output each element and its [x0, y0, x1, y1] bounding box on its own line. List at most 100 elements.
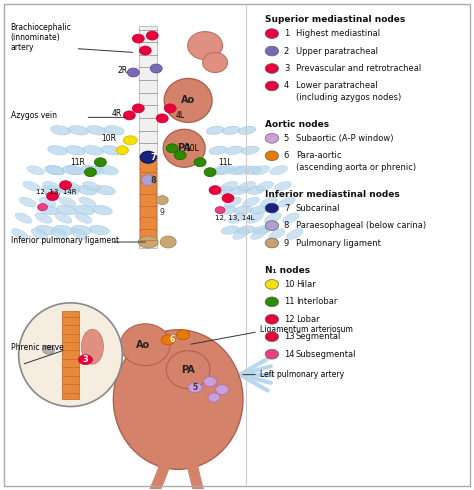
- Ellipse shape: [244, 166, 262, 174]
- Ellipse shape: [270, 166, 288, 175]
- Text: 6: 6: [284, 151, 289, 160]
- Ellipse shape: [265, 238, 279, 248]
- Text: Subaortic (A-P window): Subaortic (A-P window): [296, 134, 393, 143]
- Ellipse shape: [141, 175, 155, 186]
- Ellipse shape: [71, 229, 88, 240]
- Ellipse shape: [15, 213, 32, 223]
- Ellipse shape: [60, 181, 72, 190]
- Text: Phrenic nerve: Phrenic nerve: [11, 343, 64, 352]
- Text: PA: PA: [181, 365, 195, 375]
- Ellipse shape: [79, 355, 92, 365]
- Ellipse shape: [84, 168, 96, 177]
- Text: Prevascular and retrotracheal: Prevascular and retrotracheal: [296, 64, 421, 73]
- Ellipse shape: [46, 192, 58, 200]
- Ellipse shape: [96, 185, 115, 195]
- Ellipse shape: [264, 213, 281, 223]
- Bar: [139, 25, 157, 248]
- Ellipse shape: [208, 393, 220, 402]
- Ellipse shape: [209, 146, 227, 154]
- Text: 4R: 4R: [112, 109, 122, 118]
- Ellipse shape: [220, 181, 237, 191]
- Ellipse shape: [166, 144, 178, 153]
- Ellipse shape: [252, 166, 270, 175]
- Ellipse shape: [251, 229, 267, 240]
- Ellipse shape: [233, 229, 249, 240]
- Text: Aortic nodes: Aortic nodes: [265, 120, 329, 129]
- Text: 10R: 10R: [101, 134, 116, 143]
- Ellipse shape: [132, 34, 144, 43]
- Ellipse shape: [222, 126, 240, 135]
- Ellipse shape: [120, 324, 170, 366]
- Ellipse shape: [212, 166, 230, 174]
- Ellipse shape: [204, 377, 217, 387]
- Ellipse shape: [241, 146, 259, 154]
- Ellipse shape: [72, 225, 91, 235]
- Ellipse shape: [51, 125, 70, 135]
- Ellipse shape: [92, 205, 112, 215]
- Text: Azygos vein: Azygos vein: [11, 111, 57, 120]
- Text: Highest mediastinal: Highest mediastinal: [296, 29, 380, 38]
- Ellipse shape: [265, 279, 279, 289]
- Ellipse shape: [238, 126, 256, 135]
- Ellipse shape: [177, 330, 190, 340]
- Ellipse shape: [265, 151, 279, 161]
- Ellipse shape: [156, 114, 168, 123]
- Text: Pulmonary ligament: Pulmonary ligament: [296, 239, 381, 247]
- Ellipse shape: [139, 46, 151, 55]
- Ellipse shape: [75, 213, 92, 223]
- Ellipse shape: [218, 206, 236, 214]
- Ellipse shape: [225, 146, 243, 154]
- Text: 12: 12: [284, 315, 294, 324]
- Ellipse shape: [216, 385, 228, 394]
- Ellipse shape: [150, 64, 162, 73]
- Ellipse shape: [39, 205, 58, 215]
- Text: Upper paratracheal: Upper paratracheal: [296, 47, 378, 55]
- Ellipse shape: [63, 181, 80, 191]
- Ellipse shape: [87, 166, 104, 175]
- Ellipse shape: [194, 158, 206, 167]
- Ellipse shape: [11, 229, 28, 240]
- Text: Superior mediastinal nodes: Superior mediastinal nodes: [265, 15, 405, 24]
- Text: Lobar: Lobar: [296, 315, 319, 324]
- Text: Segmental: Segmental: [296, 332, 341, 341]
- Ellipse shape: [161, 335, 175, 345]
- Ellipse shape: [74, 205, 94, 215]
- Text: N₁ nodes: N₁ nodes: [265, 266, 310, 275]
- Ellipse shape: [31, 229, 48, 240]
- Ellipse shape: [269, 229, 285, 240]
- Ellipse shape: [138, 236, 158, 248]
- Ellipse shape: [247, 186, 265, 195]
- Text: Para-aortic: Para-aortic: [296, 151, 341, 160]
- Ellipse shape: [79, 197, 96, 207]
- Ellipse shape: [55, 213, 72, 223]
- Text: Ao: Ao: [136, 340, 150, 350]
- Ellipse shape: [283, 213, 299, 223]
- Text: Brachiocephalic: Brachiocephalic: [11, 23, 72, 32]
- Ellipse shape: [265, 315, 279, 324]
- Text: artery: artery: [11, 43, 34, 51]
- Ellipse shape: [253, 226, 271, 234]
- Text: 4: 4: [284, 81, 289, 91]
- Ellipse shape: [81, 166, 100, 175]
- Ellipse shape: [265, 332, 279, 342]
- Text: 13: 13: [284, 332, 294, 341]
- Ellipse shape: [87, 125, 106, 135]
- Text: Hilar: Hilar: [296, 280, 316, 289]
- Ellipse shape: [60, 185, 79, 195]
- Ellipse shape: [216, 166, 234, 175]
- Ellipse shape: [243, 197, 259, 207]
- Text: 5: 5: [284, 134, 289, 143]
- Ellipse shape: [94, 158, 106, 167]
- Ellipse shape: [164, 78, 212, 122]
- Ellipse shape: [128, 68, 139, 77]
- Text: 11L: 11L: [218, 158, 232, 167]
- Ellipse shape: [215, 207, 225, 214]
- Ellipse shape: [246, 213, 263, 223]
- Ellipse shape: [204, 168, 216, 177]
- Text: Ao: Ao: [181, 96, 195, 105]
- Text: 2: 2: [284, 47, 289, 55]
- Ellipse shape: [51, 229, 68, 240]
- Ellipse shape: [260, 197, 277, 207]
- Ellipse shape: [265, 203, 279, 213]
- Ellipse shape: [163, 129, 205, 167]
